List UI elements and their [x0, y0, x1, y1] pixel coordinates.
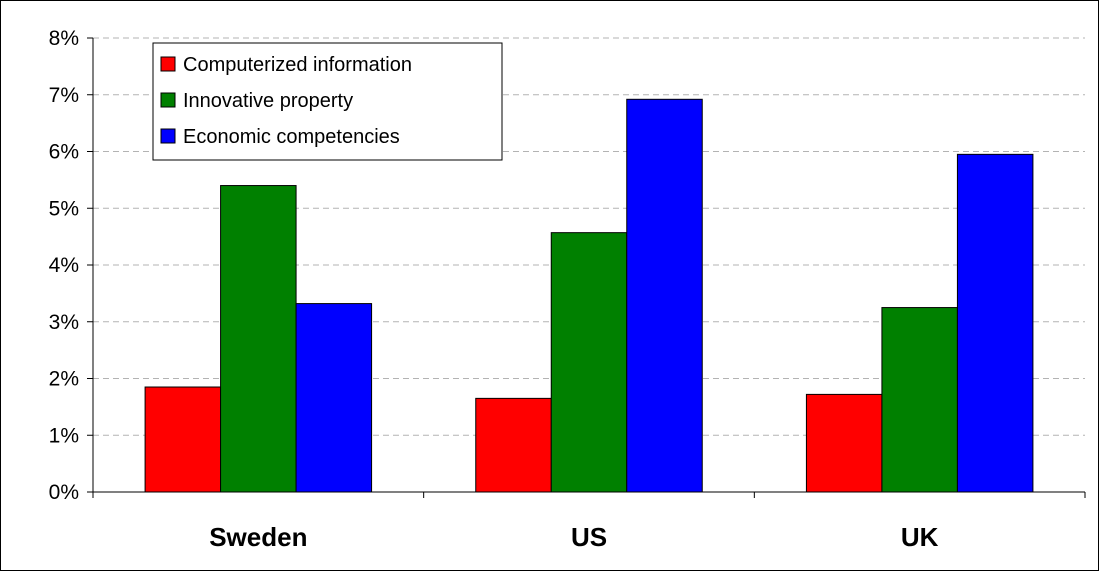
bar-sweden-innovative-property [220, 185, 297, 493]
y-tick-label: 3% [49, 311, 79, 334]
legend-label: Computerized information [183, 54, 412, 76]
y-tick-label: 2% [49, 368, 79, 391]
x-tick-labels: Sweden US UK [209, 522, 938, 552]
legend-swatch [160, 56, 176, 72]
y-tick-label: 5% [49, 197, 79, 220]
y-tick-label: 4% [49, 254, 79, 277]
bar-uk-computerized-information [805, 393, 883, 493]
bar-sweden-economic-competencies [295, 303, 373, 493]
bar-uk-innovative-property [881, 307, 958, 493]
y-tick-label: 1% [49, 424, 79, 447]
bar-us-computerized-information [475, 397, 552, 493]
bar-sweden-computerized-information [144, 386, 222, 493]
bar-uk-economic-competencies [956, 153, 1034, 493]
x-tick-label: Sweden [209, 522, 307, 552]
y-tick-labels: 0% 1% 2% 3% 4% 5% 6% 7% 8% [49, 27, 79, 504]
y-tick-label: 8% [49, 27, 79, 50]
x-tick-label: US [571, 522, 607, 552]
bar-us-economic-competencies [626, 98, 703, 493]
legend-swatch [160, 92, 176, 108]
axes [87, 37, 1086, 498]
legend-swatch [160, 128, 176, 144]
legend-label: Economic competencies [183, 126, 400, 148]
y-tick-label: 0% [49, 481, 79, 504]
bars [144, 98, 1034, 493]
y-tick-label: 6% [49, 141, 79, 164]
x-tick-label: UK [901, 522, 939, 552]
legend: Computerized information Innovative prope… [152, 42, 503, 161]
legend-label: Innovative property [183, 90, 353, 112]
legend-box [152, 42, 503, 161]
bar-us-innovative-property [550, 232, 628, 493]
y-tick-label: 7% [49, 84, 79, 107]
